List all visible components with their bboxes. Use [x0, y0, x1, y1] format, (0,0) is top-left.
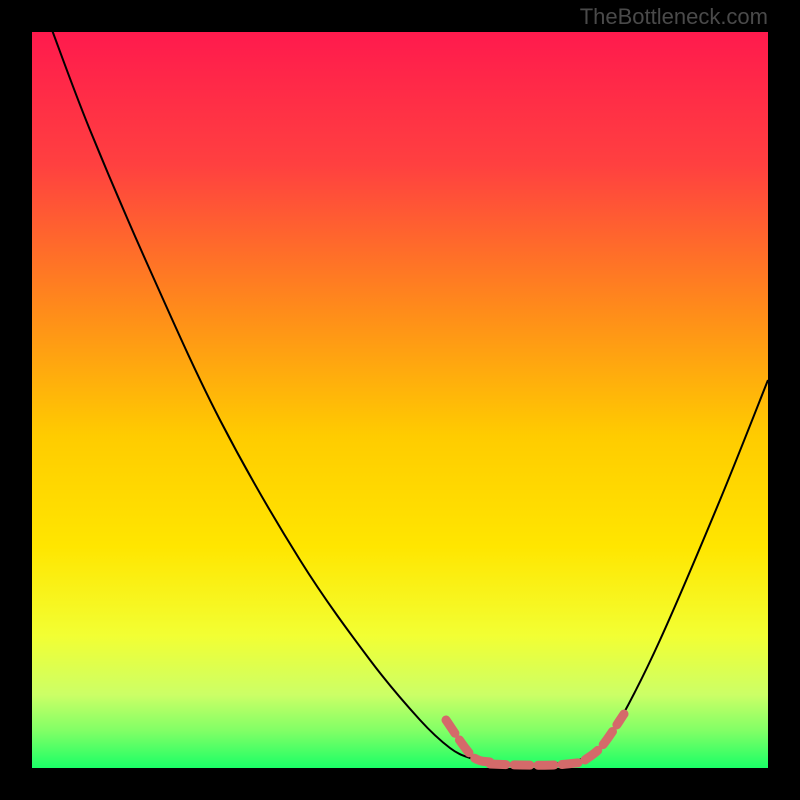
chart-svg	[0, 0, 800, 800]
plot-background	[32, 32, 768, 768]
chart-container: TheBottleneck.com	[0, 0, 800, 800]
optimal-range-middle	[490, 762, 585, 765]
